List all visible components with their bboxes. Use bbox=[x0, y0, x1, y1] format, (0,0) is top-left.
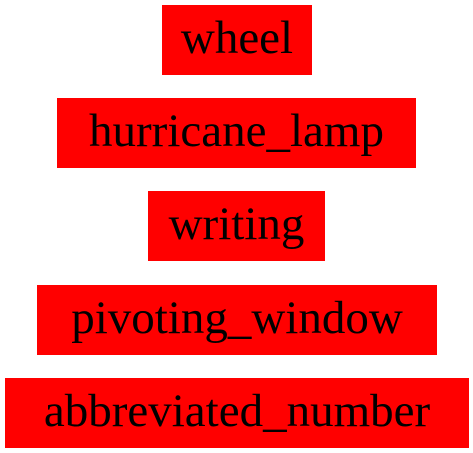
word-label-abbreviated-number: abbreviated_number bbox=[5, 378, 469, 448]
word-label-pivoting-window: pivoting_window bbox=[37, 285, 437, 355]
word-label-writing: writing bbox=[148, 191, 325, 261]
word-label-hurricane-lamp: hurricane_lamp bbox=[57, 98, 416, 168]
word-label-wheel: wheel bbox=[162, 5, 312, 75]
